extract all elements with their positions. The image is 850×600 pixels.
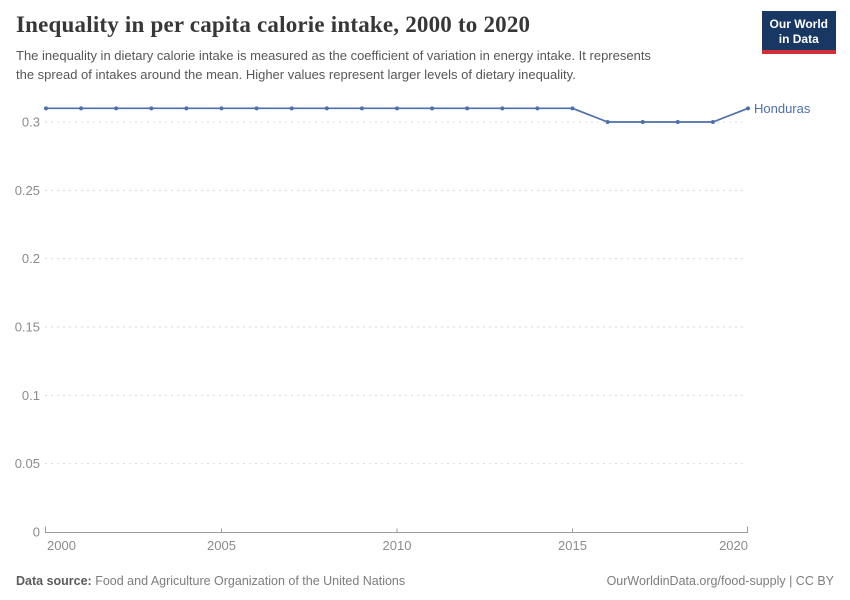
- data-point[interactable]: [430, 106, 435, 111]
- data-source-label: Data source:: [16, 574, 92, 588]
- data-source-text: Food and Agriculture Organization of the…: [95, 574, 406, 588]
- y-axis-tick-label: 0.25: [15, 183, 40, 198]
- data-source: Data source: Food and Agriculture Organi…: [16, 574, 405, 588]
- x-axis-tick-label: 2015: [558, 538, 587, 553]
- data-point[interactable]: [500, 106, 505, 111]
- chart-title: Inequality in per capita calorie intake,…: [16, 12, 531, 37]
- chart-subtitle-line-1: The inequality in dietary calorie intake…: [16, 48, 651, 63]
- chart-footer: Data source: Food and Agriculture Organi…: [16, 574, 834, 588]
- data-point[interactable]: [289, 106, 294, 111]
- x-axis-tick-label: 2000: [47, 538, 76, 553]
- y-axis-tick-label: 0: [33, 525, 40, 540]
- data-point[interactable]: [640, 120, 645, 124]
- y-axis-tick-label: 0.15: [15, 320, 40, 335]
- honduras-line[interactable]: [46, 107, 749, 123]
- data-point[interactable]: [605, 120, 610, 124]
- data-point[interactable]: [746, 106, 750, 111]
- owid-logo-line2: in Data: [778, 31, 819, 46]
- data-point[interactable]: [114, 106, 119, 111]
- data-point[interactable]: [219, 106, 224, 111]
- data-point[interactable]: [254, 106, 259, 111]
- data-point[interactable]: [44, 106, 48, 111]
- x-axis-tick-label: 2010: [383, 538, 412, 553]
- x-axis-tick-label: 2005: [207, 538, 236, 553]
- owid-logo[interactable]: Our World in Data: [761, 11, 836, 54]
- credit-link[interactable]: OurWorldinData.org/food-supply | CC BY: [606, 574, 834, 588]
- data-point[interactable]: [465, 106, 470, 111]
- series-label-honduras[interactable]: Honduras: [754, 101, 811, 116]
- data-point[interactable]: [324, 106, 329, 111]
- data-point[interactable]: [79, 106, 84, 111]
- chart-subtitle-line-2: the spread of intakes around the mean. H…: [16, 66, 576, 82]
- x-axis-tick-label: 2020: [719, 538, 748, 553]
- data-point[interactable]: [675, 120, 680, 124]
- chart-header: Inequality in per capita calorie intake,…: [16, 12, 756, 84]
- y-axis-tick-label: 0.05: [15, 456, 40, 471]
- y-axis-tick-label: 0.2: [22, 251, 40, 266]
- data-point[interactable]: [395, 106, 399, 111]
- data-point[interactable]: [149, 106, 154, 111]
- data-point[interactable]: [359, 106, 364, 111]
- y-axis-tick-label: 0.1: [22, 388, 40, 403]
- owid-logo-line1: Our World: [769, 17, 828, 31]
- y-axis-tick-label: 0.3: [22, 115, 40, 130]
- data-point[interactable]: [570, 106, 575, 111]
- data-point[interactable]: [184, 106, 189, 111]
- data-point[interactable]: [535, 106, 540, 111]
- data-point[interactable]: [710, 120, 715, 124]
